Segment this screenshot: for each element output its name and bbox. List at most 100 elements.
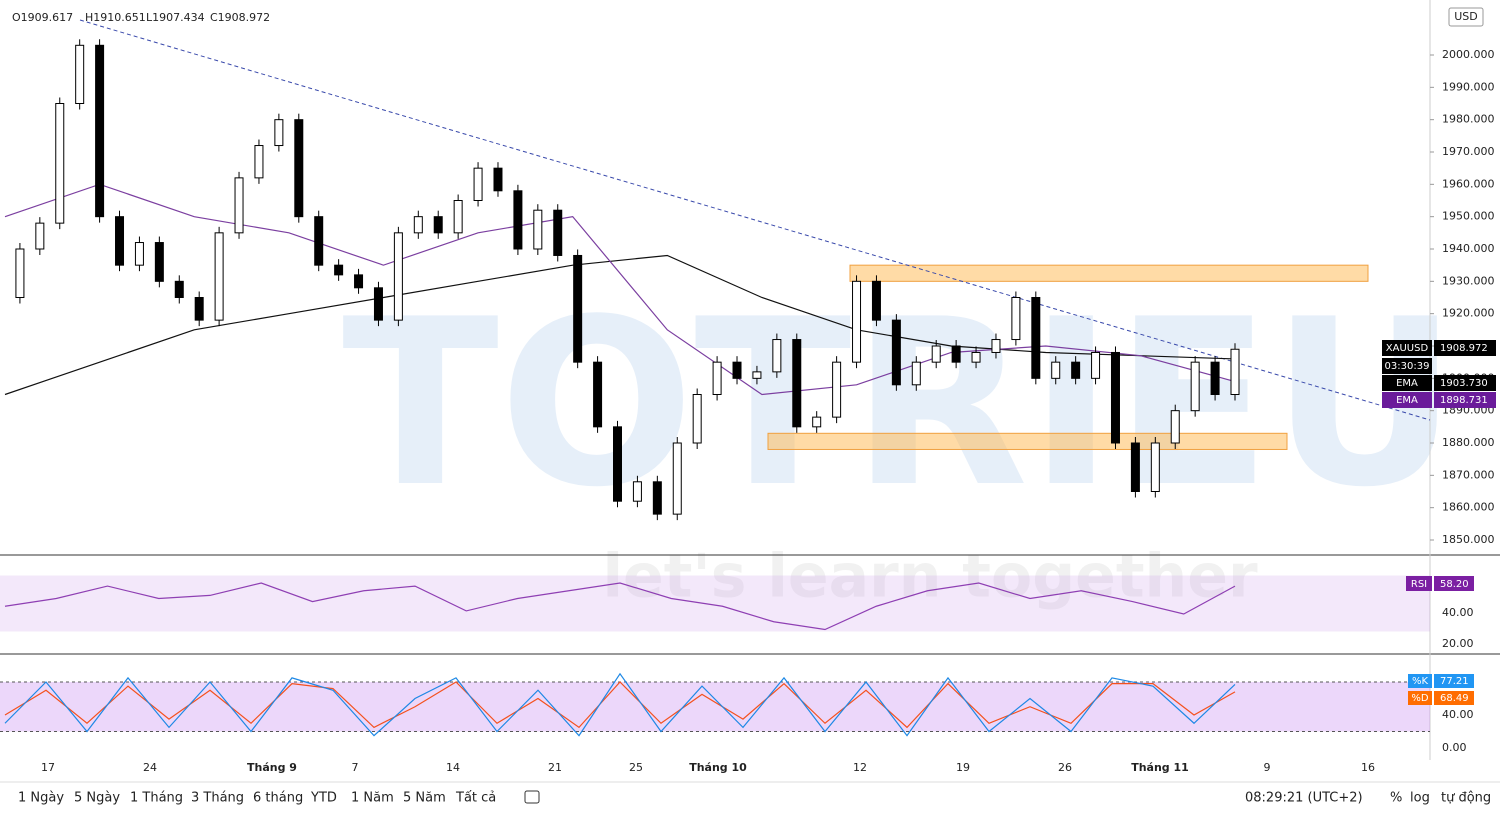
candle [214, 232, 224, 321]
range-button[interactable]: Tất cả [455, 791, 496, 806]
range-button[interactable]: 5 Ngày [74, 791, 120, 806]
candle [15, 248, 25, 298]
candle [812, 416, 822, 428]
candle [95, 44, 105, 218]
stoch-band [0, 682, 1430, 732]
currency[interactable]: USD [1454, 10, 1478, 23]
trend-line [79, 19, 1431, 421]
candle [792, 339, 802, 428]
price-label: 1980.000 [1442, 113, 1495, 126]
date-range-icon[interactable] [524, 790, 540, 804]
zone [767, 432, 1288, 450]
candle [692, 394, 702, 444]
price-label: 1850.000 [1442, 533, 1495, 546]
badge-value-bg [1434, 340, 1496, 356]
x-label: Tháng 10 [689, 761, 747, 774]
candle [1051, 361, 1061, 379]
badge-value-bg [1434, 392, 1496, 408]
candle [652, 481, 662, 515]
range-button[interactable]: 1 Ngày [18, 791, 64, 806]
candle [35, 222, 45, 250]
badge [1382, 375, 1432, 391]
candle [772, 339, 782, 373]
candle [1071, 361, 1081, 379]
candle [334, 264, 344, 276]
candle [732, 361, 742, 379]
percent-toggle[interactable]: % [1390, 791, 1402, 806]
badge-value: 1908.972 [1440, 343, 1488, 354]
candle [891, 319, 901, 386]
candle [174, 280, 184, 299]
candle [632, 481, 642, 502]
candle [871, 280, 881, 321]
badge-value: 1903.730 [1440, 378, 1488, 389]
auto-toggle[interactable]: tự động [1441, 791, 1491, 806]
price-label: 1860.000 [1442, 501, 1495, 514]
range-button[interactable]: 5 Năm [403, 791, 446, 806]
price-label: 1870.000 [1442, 468, 1495, 481]
candle [473, 167, 483, 202]
x-label: 9 [1264, 761, 1271, 774]
badge-name: XAUUSD [1386, 343, 1429, 354]
rsi-tick: 40.00 [1442, 606, 1474, 619]
candle [573, 254, 583, 363]
candle [1230, 348, 1240, 396]
log-toggle[interactable]: log [1410, 791, 1430, 806]
candle [911, 361, 921, 386]
candle [373, 287, 383, 321]
candle [154, 242, 164, 282]
candle [413, 216, 423, 234]
x-label: Tháng 11 [1131, 761, 1189, 774]
range-button[interactable]: 1 Năm [351, 791, 394, 806]
stoch-value: 77.21 [1440, 676, 1469, 687]
candle [453, 200, 463, 234]
ohlc-high: H1910.651 [85, 11, 146, 24]
candle [433, 216, 443, 234]
clock: 08:29:21 (UTC+2) [1245, 791, 1363, 806]
candle [1150, 442, 1160, 492]
candle [931, 345, 941, 363]
candle [832, 361, 842, 418]
x-label: 17 [41, 761, 55, 774]
candle [1110, 351, 1120, 444]
candle [533, 209, 543, 250]
candle [1170, 410, 1180, 444]
badge-name: EMA [1396, 378, 1418, 389]
candle [613, 426, 622, 502]
price-label: 1970.000 [1442, 145, 1495, 158]
candle [234, 177, 244, 234]
range-button[interactable]: YTD [310, 791, 337, 806]
price-label: 1960.000 [1442, 177, 1495, 190]
range-button[interactable]: 3 Tháng [191, 791, 244, 806]
candle [194, 297, 204, 321]
candle [971, 351, 981, 363]
price-label: 1940.000 [1442, 242, 1495, 255]
ema-short [4, 183, 1236, 396]
candle [55, 103, 65, 224]
candle [1190, 361, 1200, 412]
candle [493, 167, 503, 192]
x-label: 12 [853, 761, 867, 774]
stoch-value-bg [1434, 674, 1474, 688]
x-label: 14 [446, 761, 460, 774]
rsi-tick: 20.00 [1442, 637, 1474, 650]
candle [393, 232, 403, 321]
price-label: 2000.000 [1442, 48, 1495, 61]
badge [1382, 358, 1432, 374]
candle [991, 339, 1001, 353]
range-button[interactable]: 1 Tháng [130, 791, 183, 806]
x-label: 21 [548, 761, 562, 774]
range-button[interactable]: 6 tháng [253, 791, 303, 806]
stoch-tick: 40.00 [1442, 708, 1474, 721]
stoch-d [4, 681, 1236, 729]
currency-button[interactable] [1448, 7, 1484, 27]
ohlc-open: O1909.617 [12, 11, 73, 24]
candle [1210, 361, 1220, 395]
candle [951, 345, 961, 363]
badge [1382, 392, 1432, 408]
price-label: 1920.000 [1442, 307, 1495, 320]
candle [134, 242, 144, 266]
price-label: 1930.000 [1442, 274, 1495, 287]
candle [752, 371, 762, 379]
